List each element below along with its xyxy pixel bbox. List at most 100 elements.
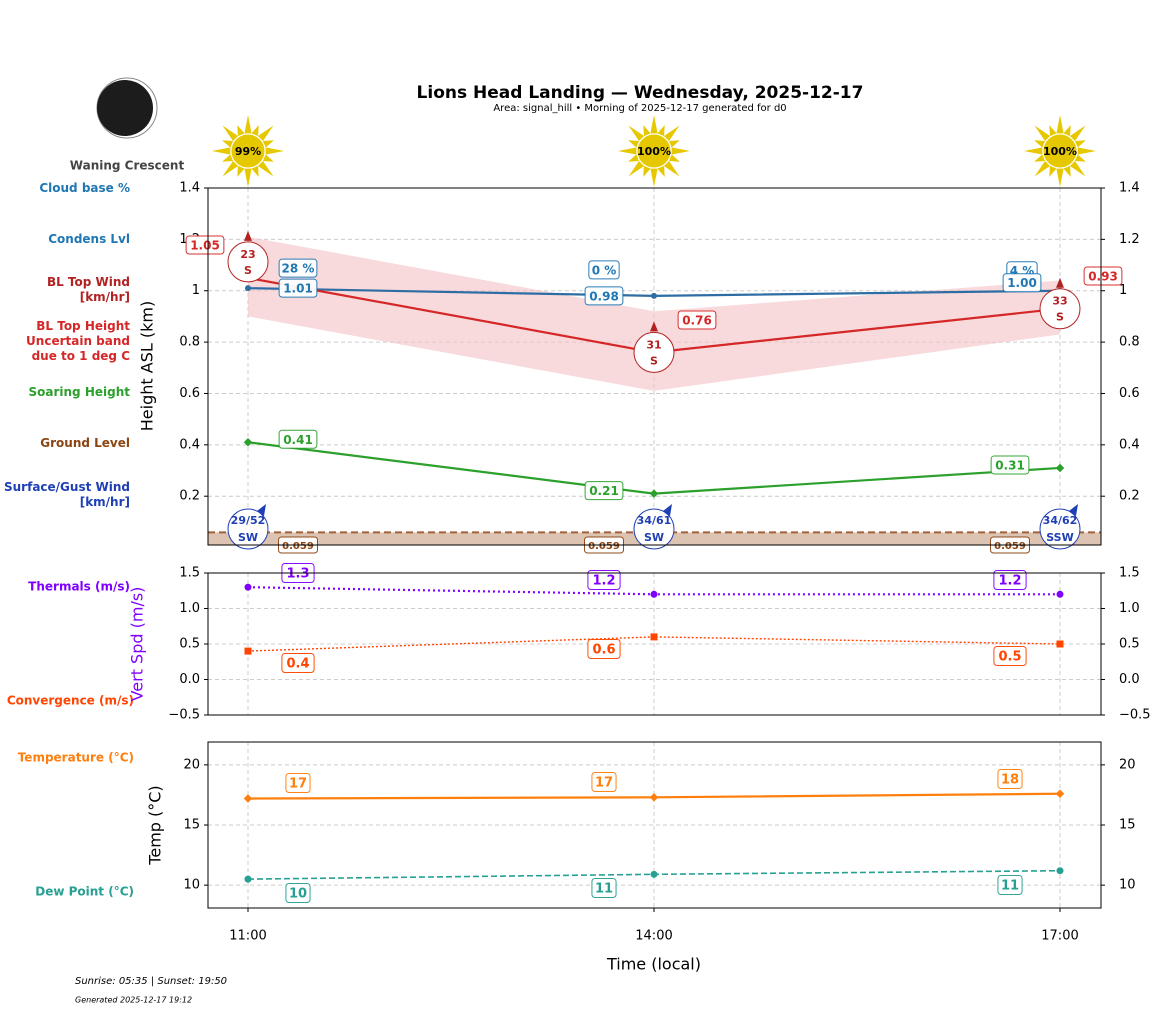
sun-ray (1063, 165, 1071, 177)
sun-ray (244, 168, 252, 187)
sun-ray (628, 160, 645, 177)
cloud-base-label: 28 % (282, 262, 315, 276)
sun-ray (222, 125, 239, 142)
sun-icon (230, 133, 266, 169)
side-label-thermals: Thermals (m/s) (28, 580, 130, 594)
side-label-dew-point: Dew Point (°C) (35, 885, 134, 899)
y-tick-label-right: 1.0 (1119, 601, 1140, 616)
side-label-line: BL Top Wind (47, 275, 130, 289)
side-label-line: Ground Level (40, 436, 130, 450)
surface-wind-dir: SSW (1046, 531, 1073, 544)
side-label: Cloud base % (39, 181, 130, 195)
sun-ray (251, 165, 259, 177)
convergence-label-box (587, 639, 621, 659)
moon-icon (97, 80, 153, 136)
x-tick-label: 14:00 (635, 929, 672, 944)
sun-ray (1069, 125, 1086, 142)
sun-ray (657, 125, 665, 137)
bl-uncertainty-band (248, 236, 1060, 391)
dew-point-label-box (285, 883, 311, 903)
plot-frame (207, 187, 1102, 546)
convergence-point (1056, 640, 1064, 648)
sun-ray (1077, 147, 1096, 155)
bl-wind-icon (1039, 288, 1081, 330)
temperature-label-box (285, 773, 311, 793)
surface-wind-speed: 29/52 (231, 514, 266, 527)
bl-wind-arrow (244, 230, 252, 241)
convergence-label: 0.4 (286, 657, 309, 672)
x-tick-label: 11:00 (229, 929, 266, 944)
y-tick-label-right: 1 (1119, 283, 1127, 298)
ground-level-label: 0.059 (994, 541, 1026, 552)
surface-wind-arrow (663, 504, 672, 516)
side-label-convergence: Convergence (m/s) (7, 694, 134, 708)
bl-wind-icon (227, 241, 269, 283)
sun-ray (650, 115, 658, 134)
convergence-label: 0.5 (998, 650, 1021, 665)
y-tick-label-right: 0.8 (1119, 335, 1140, 350)
bl-top-label-box (1083, 266, 1123, 286)
sun-percent-label: 100% (637, 145, 671, 158)
sun-ray (628, 140, 640, 148)
sun-ray (1049, 165, 1057, 177)
side-label-line: Surface/Gust Wind (4, 480, 130, 494)
sun-ray (671, 147, 690, 155)
sun-ray (668, 154, 680, 162)
chart-title: Lions Head Landing — Wednesday, 2025-12-… (417, 83, 864, 103)
temperature-label: 17 (595, 776, 613, 791)
y-tick-label-right: 1.5 (1119, 566, 1140, 581)
sun-ray (237, 165, 245, 177)
y-axis-label-temp: Temp (°C) (146, 785, 165, 865)
y-tick-label: −0.5 (168, 708, 200, 723)
sun-ray (1034, 125, 1051, 142)
bl-wind-speed: 31 (646, 338, 661, 351)
dew-point-label: 11 (1001, 879, 1019, 894)
condens-label-box (584, 286, 624, 306)
ground-level-label: 0.059 (282, 541, 314, 552)
y-tick-label-right: 1.4 (1119, 181, 1140, 196)
y-tick-label-right: −0.5 (1119, 708, 1151, 723)
side-label-line: due to 1 deg C (32, 349, 131, 363)
y-tick-label-right: 0.5 (1119, 637, 1140, 652)
sun-ray (1074, 140, 1086, 148)
chart-subtitle: Area: signal_hill • Morning of 2025-12-1… (493, 103, 786, 114)
plot-frame (207, 572, 1102, 716)
thermals-point (650, 590, 658, 598)
y-tick-label: 1.5 (179, 566, 200, 581)
y-tick-label: 1.0 (179, 601, 200, 616)
condens-label: 1.01 (283, 282, 313, 296)
convergence-line (247, 636, 1061, 652)
dew-point-label: 11 (595, 882, 613, 897)
side-label: BL Top Wind [km/hr] (47, 275, 130, 304)
generated-time: Generated 2025-12-17 19:12 (75, 996, 192, 1005)
surface-wind-icon (633, 508, 675, 550)
side-label-line: Uncertain band (26, 334, 130, 348)
thermals-point (244, 583, 252, 591)
soaring-label: 0.21 (589, 484, 619, 498)
sun-ray (628, 125, 645, 142)
sun-ray (657, 165, 665, 177)
y-tick-label: 0.5 (179, 637, 200, 652)
x-tick-label: 17:00 (1041, 929, 1078, 944)
sun-ray (262, 154, 274, 162)
temperature-point (649, 793, 659, 802)
condens-label-box (1002, 273, 1042, 293)
y-tick-label: 1.4 (179, 181, 200, 196)
surface-wind-icon (227, 508, 269, 550)
dew-point-point (650, 870, 658, 878)
sun-ray (1056, 115, 1064, 134)
y-axis-label-vert-spd: Vert Spd (m/s) (128, 587, 147, 702)
side-label: BL Top Height Uncertain band due to 1 deg … (26, 319, 130, 363)
sun-ray (237, 125, 245, 137)
side-label-line: [km/hr] (80, 495, 130, 509)
y-tick-label: 20 (183, 757, 200, 772)
bl-wind-arrow (1056, 277, 1064, 288)
bl-wind-speed: 23 (240, 248, 255, 261)
dew-point-label-box (997, 875, 1023, 895)
thermals-label-box (993, 570, 1027, 590)
dew-point-label: 10 (289, 887, 307, 902)
bl-wind-arrow (650, 321, 658, 332)
sun-ray (262, 140, 274, 148)
condens-label-box (278, 278, 318, 298)
temperature-label: 18 (1001, 773, 1019, 788)
